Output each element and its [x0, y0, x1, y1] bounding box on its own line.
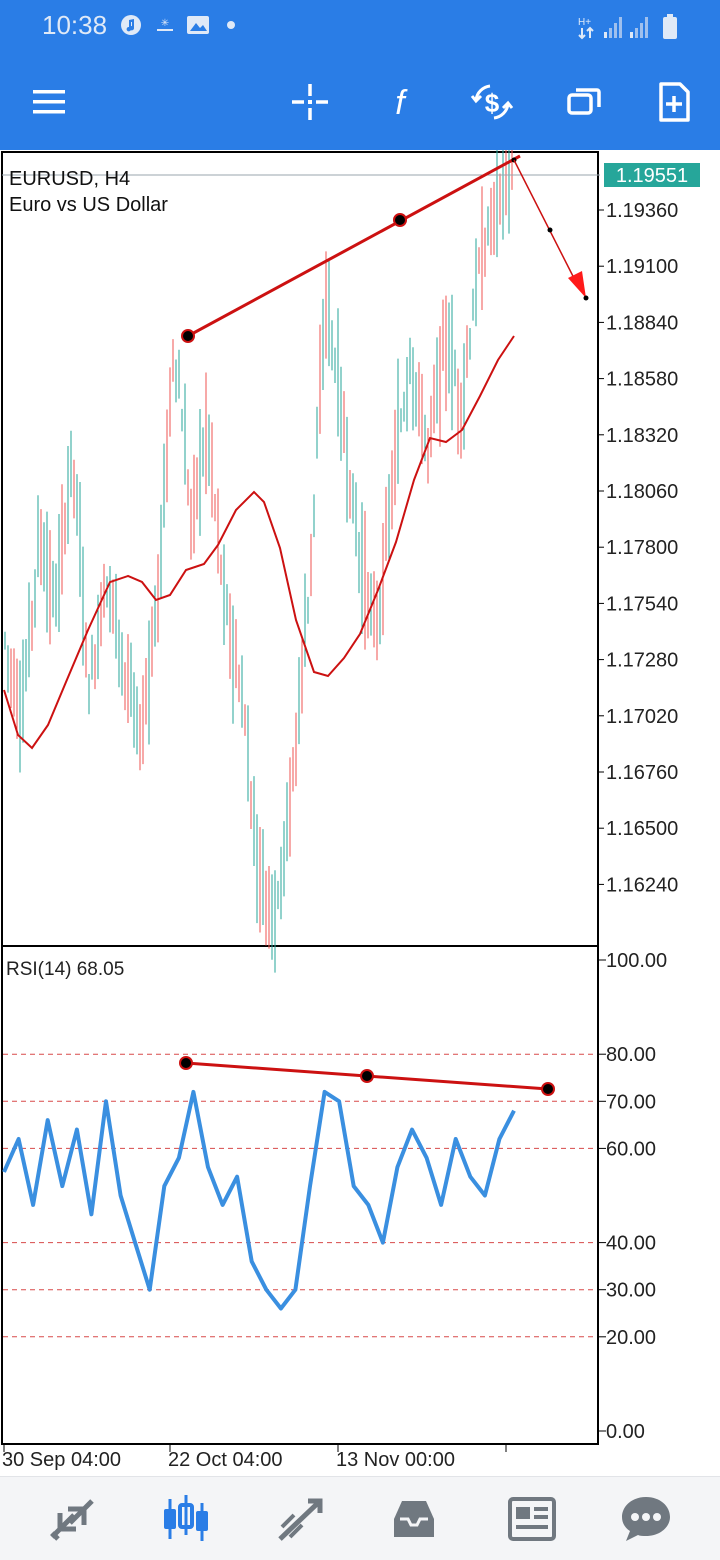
- signal-icon: [604, 17, 622, 38]
- price-tick-label: 1.16500: [606, 818, 678, 840]
- image-icon: [187, 16, 209, 34]
- network-arrows-icon: H+: [578, 17, 594, 40]
- symbol-description-label: Euro vs US Dollar: [9, 194, 168, 216]
- current-price-label: 1.19551: [616, 165, 688, 187]
- bottom-navigation: [0, 1476, 720, 1560]
- rsi-trendline-anchor[interactable]: [360, 1069, 374, 1083]
- price-tick-label: 1.16240: [606, 874, 678, 896]
- time-tick-label: 22 Oct 04:00: [168, 1449, 283, 1471]
- arrow-head: [568, 271, 586, 298]
- price-tick-label: 1.18060: [606, 481, 678, 503]
- rsi-tick-label: 20.00: [606, 1327, 656, 1349]
- rsi-tick-label: 0.00: [606, 1421, 645, 1443]
- dot-icon: [227, 21, 235, 29]
- svg-text:✳: ✳: [161, 18, 169, 29]
- price-pane-frame: [1, 151, 599, 947]
- candles: [4, 122, 513, 973]
- new-order-icon[interactable]: [652, 80, 696, 124]
- history-icon[interactable]: [386, 1493, 442, 1545]
- trade-icon[interactable]: [272, 1493, 328, 1545]
- menu-icon[interactable]: [28, 80, 72, 124]
- symbol-timeframe-label: EURUSD, H4: [9, 168, 130, 190]
- rsi-line: [2, 1089, 516, 1311]
- status-bar: 10:38 ✳ H+: [0, 0, 720, 52]
- signal-icon: [630, 17, 648, 38]
- price-tick-label: 1.18320: [606, 425, 678, 447]
- arrow-line[interactable]: [513, 159, 581, 291]
- dollar-refresh-icon[interactable]: $: [470, 80, 514, 124]
- price-tick-label: 1.17540: [606, 593, 678, 615]
- price-axis: 1.19360 1.19100 1.18840 1.18580 1.18320 1.180…: [598, 200, 678, 896]
- status-time: 10:38: [42, 10, 108, 40]
- svg-text:f: f: [395, 84, 408, 122]
- chart-canvas[interactable]: 1.19360 1.19100 1.18840 1.18580 1.18320 1.180…: [0, 122, 720, 1476]
- arrow-mid-point[interactable]: [547, 227, 553, 233]
- rsi-axis: 100.00 80.00 70.00 60.00 40.00 30.00 20.00 0.00: [598, 950, 667, 1443]
- price-tick-label: 1.17280: [606, 650, 678, 672]
- price-tick-label: 1.16760: [606, 762, 678, 784]
- rsi-tick-label: 100.00: [606, 950, 667, 972]
- music-icon: [121, 15, 141, 35]
- rsi-tick-label: 40.00: [606, 1233, 656, 1255]
- function-icon[interactable]: f: [378, 80, 422, 124]
- rsi-trendline-anchor[interactable]: [541, 1082, 555, 1096]
- news-icon[interactable]: [504, 1493, 560, 1545]
- current-price-badge: [604, 163, 700, 187]
- time-axis: 30 Sep 04:00 22 Oct 04:00 13 Nov 00:00: [2, 1444, 507, 1471]
- price-tick-label: 1.19100: [606, 256, 678, 278]
- price-tick-label: 1.17800: [606, 537, 678, 559]
- quotes-icon[interactable]: [44, 1493, 100, 1545]
- app-icon: ✳: [157, 18, 173, 31]
- trendline-anchor[interactable]: [181, 329, 195, 343]
- svg-text:$: $: [485, 88, 500, 118]
- rsi-pane-frame: [1, 945, 599, 1445]
- trendline-anchor[interactable]: [393, 213, 407, 227]
- rsi-indicator-label: RSI(14) 68.05: [6, 959, 124, 980]
- chart-candles-icon[interactable]: [158, 1493, 214, 1545]
- upper-trendline[interactable]: [187, 154, 521, 338]
- battery-icon: [663, 14, 677, 39]
- crosshair-icon[interactable]: [288, 80, 332, 124]
- svg-text:H+: H+: [578, 17, 591, 28]
- chat-icon[interactable]: [618, 1493, 674, 1545]
- price-tick-label: 1.17020: [606, 706, 678, 728]
- chart-area[interactable]: 1.19360 1.19100 1.18840 1.18580 1.18320 1.180…: [0, 122, 720, 1476]
- time-tick-label: 30 Sep 04:00: [2, 1449, 121, 1471]
- price-tick-label: 1.19360: [606, 200, 678, 222]
- arrow-end-point[interactable]: [583, 295, 589, 301]
- rsi-tick-label: 60.00: [606, 1138, 656, 1160]
- price-tick-label: 1.18840: [606, 312, 678, 334]
- moving-average-line: [3, 335, 515, 750]
- chart-toolbar: f $: [0, 52, 720, 150]
- rsi-tick-label: 70.00: [606, 1091, 656, 1113]
- price-tick-label: 1.18580: [606, 369, 678, 391]
- time-tick-label: 13 Nov 00:00: [336, 1449, 455, 1471]
- rsi-tick-label: 30.00: [606, 1280, 656, 1302]
- rsi-trendline-anchor[interactable]: [179, 1056, 193, 1070]
- rsi-tick-label: 80.00: [606, 1044, 656, 1066]
- windows-icon[interactable]: [562, 80, 606, 124]
